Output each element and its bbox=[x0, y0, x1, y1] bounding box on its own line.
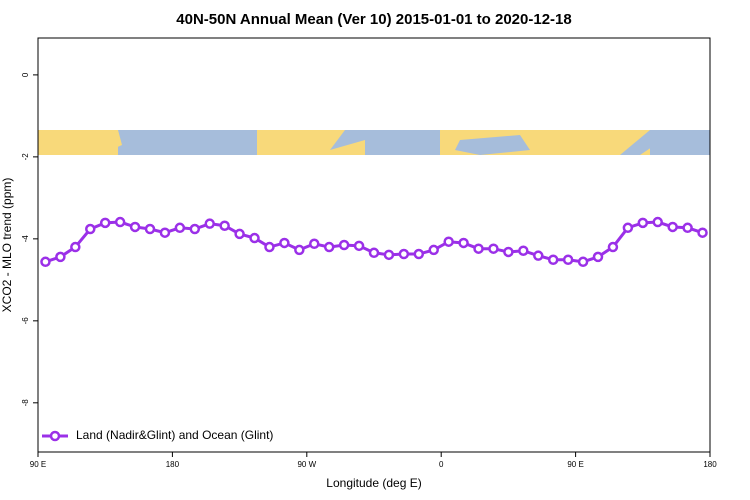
chart-title: 40N-50N Annual Mean (Ver 10) 2015-01-01 … bbox=[176, 11, 571, 28]
data-point bbox=[353, 240, 365, 252]
data-point bbox=[55, 251, 66, 263]
legend-marker bbox=[49, 430, 61, 442]
data-point bbox=[503, 246, 514, 258]
legend: Land (Nadir&Glint) and Ocean (Glint) bbox=[42, 428, 273, 442]
data-point bbox=[174, 222, 186, 234]
data-point bbox=[234, 228, 245, 240]
y-tick-label: 0 bbox=[21, 72, 30, 77]
data-point bbox=[144, 223, 156, 235]
data-point bbox=[204, 218, 215, 229]
data-point bbox=[577, 256, 589, 268]
data-point bbox=[413, 248, 425, 260]
data-point bbox=[264, 241, 275, 253]
data-point bbox=[40, 256, 51, 268]
data-point bbox=[562, 254, 574, 266]
data-point bbox=[607, 241, 619, 253]
y-tick-label: -8 bbox=[21, 399, 30, 407]
data-point bbox=[533, 250, 544, 261]
data-point bbox=[518, 245, 529, 256]
x-tick-label: 90 W bbox=[297, 460, 316, 469]
x-tick-label: 180 bbox=[703, 460, 717, 469]
data-point bbox=[592, 251, 604, 263]
data-point bbox=[383, 249, 395, 261]
data-point bbox=[219, 220, 230, 231]
x-tick-label: 90 E bbox=[30, 460, 46, 469]
map-strip bbox=[38, 130, 710, 155]
data-point bbox=[428, 244, 439, 256]
data-point bbox=[338, 239, 350, 251]
data-point bbox=[682, 222, 693, 234]
data-point bbox=[473, 243, 484, 254]
y-axis-label: XCO2 - MLO trend (ppm) bbox=[0, 178, 14, 313]
data-point bbox=[667, 221, 678, 233]
data-point bbox=[309, 238, 320, 250]
y-tick-label: -4 bbox=[21, 235, 30, 243]
y-tick-label: -6 bbox=[21, 317, 30, 325]
data-point bbox=[114, 216, 126, 228]
data-point bbox=[85, 223, 96, 235]
data-point bbox=[488, 243, 499, 254]
data-point bbox=[368, 247, 380, 259]
data-point bbox=[279, 237, 290, 249]
data-point bbox=[129, 221, 141, 233]
data-point bbox=[159, 227, 171, 238]
data-point bbox=[323, 241, 335, 253]
data-point bbox=[652, 216, 663, 228]
plot-frame bbox=[37, 37, 711, 453]
x-tick-label: 90 E bbox=[567, 460, 583, 469]
data-point bbox=[458, 237, 469, 249]
x-tick-label: 0 bbox=[439, 460, 444, 469]
legend-label: Land (Nadir&Glint) and Ocean (Glint) bbox=[76, 428, 273, 442]
data-point bbox=[697, 227, 708, 238]
data-point bbox=[70, 241, 81, 253]
data-point bbox=[249, 232, 260, 244]
data-point bbox=[99, 217, 111, 229]
data-point bbox=[294, 244, 305, 256]
data-point bbox=[637, 217, 649, 229]
data-point bbox=[189, 223, 201, 235]
y-tick-label: -2 bbox=[21, 153, 30, 161]
x-axis-label: Longitude (deg E) bbox=[326, 476, 421, 490]
data-point bbox=[443, 236, 454, 247]
data-point bbox=[398, 248, 410, 260]
data-point bbox=[622, 222, 634, 234]
data-point bbox=[547, 254, 559, 266]
x-tick-label: 180 bbox=[166, 460, 180, 469]
